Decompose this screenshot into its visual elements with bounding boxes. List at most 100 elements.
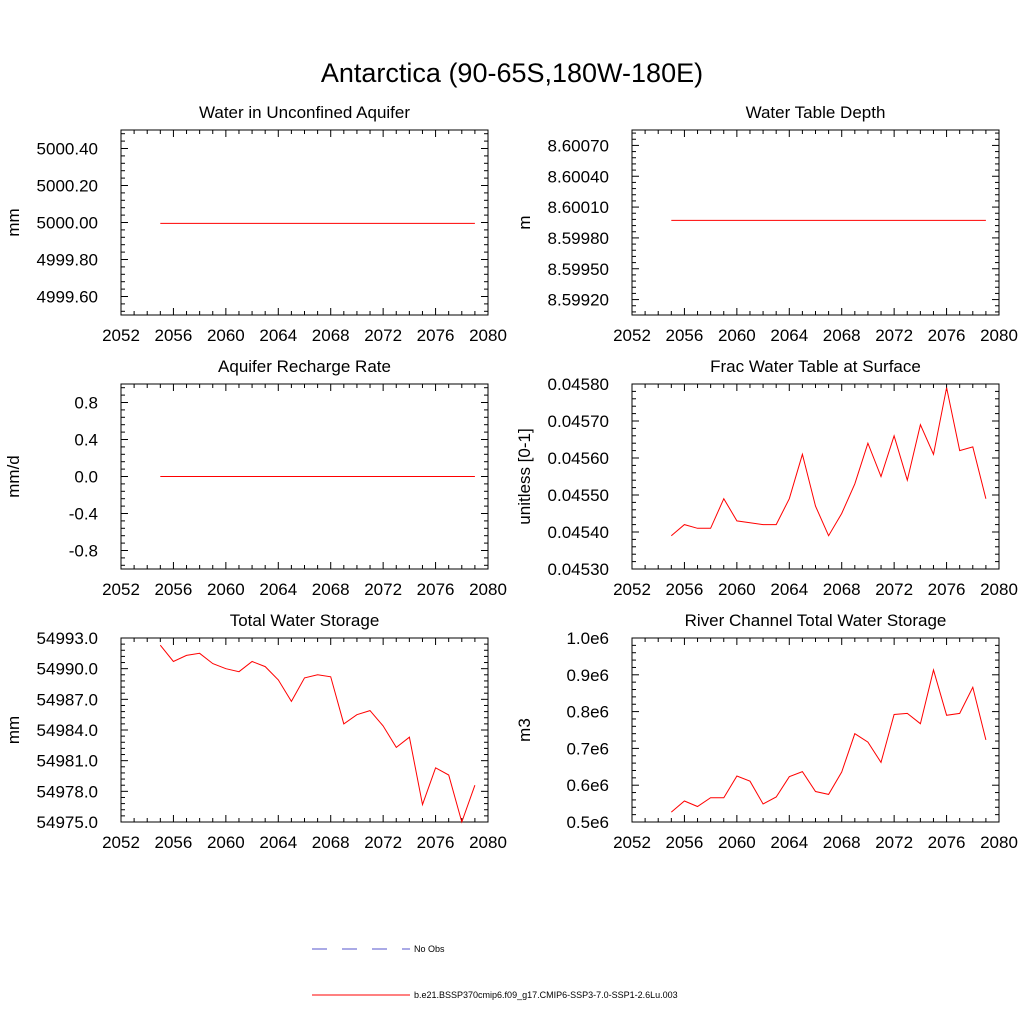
y-tick-label: 8.59980 bbox=[548, 229, 609, 248]
y-tick-label: 54987.0 bbox=[37, 690, 98, 709]
x-tick-label: 2056 bbox=[666, 326, 704, 345]
x-tick-label: 2060 bbox=[718, 833, 756, 852]
y-tick-label: 0.0 bbox=[74, 468, 98, 487]
x-tick-label: 2080 bbox=[980, 326, 1018, 345]
y-tick-label: 0.04550 bbox=[548, 486, 609, 505]
x-tick-label: 2056 bbox=[155, 326, 193, 345]
x-tick-label: 2076 bbox=[417, 833, 455, 852]
panel-title: Total Water Storage bbox=[230, 611, 380, 630]
y-tick-label: 54975.0 bbox=[37, 813, 98, 832]
y-tick-label: 8.59920 bbox=[548, 291, 609, 310]
x-tick-label: 2064 bbox=[259, 580, 297, 599]
x-tick-label: 2060 bbox=[207, 580, 245, 599]
plot-grid: Water in Unconfined Aquifer mm 2052 2056 206… bbox=[4, 103, 1018, 852]
y-tick-label: 8.59950 bbox=[548, 260, 609, 279]
x-tick-label: 2052 bbox=[613, 833, 651, 852]
y-tick-label: 1.0e6 bbox=[566, 629, 609, 648]
y-tick-label: -0.4 bbox=[69, 505, 98, 524]
plot-frame bbox=[631, 129, 1000, 316]
x-tick-label: 2056 bbox=[155, 580, 193, 599]
x-tick-label: 2064 bbox=[259, 326, 297, 345]
y-tick-label: -0.8 bbox=[69, 542, 98, 561]
panel-title: Aquifer Recharge Rate bbox=[218, 357, 391, 376]
x-tick-label: 2064 bbox=[770, 580, 808, 599]
x-tick-label: 2052 bbox=[613, 326, 651, 345]
y-tick-label: 54984.0 bbox=[37, 721, 98, 740]
plot-frame bbox=[631, 637, 1000, 823]
y-tick-label: 54981.0 bbox=[37, 752, 98, 771]
y-tick-label: 0.04560 bbox=[548, 449, 609, 468]
y-axis-label: mm bbox=[4, 208, 23, 236]
x-tick-label: 2080 bbox=[469, 326, 507, 345]
panel-title: Water in Unconfined Aquifer bbox=[199, 103, 410, 122]
x-tick-label: 2068 bbox=[312, 580, 350, 599]
y-tick-label: 54993.0 bbox=[37, 629, 98, 648]
y-axis-label: m bbox=[515, 215, 534, 229]
plot-frame bbox=[120, 637, 489, 823]
x-tick-label: 2060 bbox=[207, 833, 245, 852]
panel-title: River Channel Total Water Storage bbox=[685, 611, 947, 630]
x-tick-label: 2072 bbox=[364, 580, 402, 599]
x-tick-label: 2056 bbox=[666, 833, 704, 852]
plot-frame bbox=[631, 383, 1000, 570]
panel-water-table-depth: Water Table Depth m 2052 2056 2060 2064 2068 20… bbox=[515, 103, 1018, 345]
y-axis-label: unitless [0-1] bbox=[515, 428, 534, 524]
x-tick-label: 2060 bbox=[718, 580, 756, 599]
panel-frac-water-table: Frac Water Table at Surface unitless [0-1… bbox=[515, 357, 1018, 599]
y-tick-label: 0.7e6 bbox=[566, 739, 609, 758]
x-tick-label: 2076 bbox=[417, 580, 455, 599]
x-tick-label: 2076 bbox=[417, 326, 455, 345]
x-tick-label: 2080 bbox=[980, 833, 1018, 852]
y-tick-label: 8.60010 bbox=[548, 198, 609, 217]
panel-aquifer-water: Water in Unconfined Aquifer mm 2052 2056 206… bbox=[4, 103, 507, 345]
x-tick-label: 2056 bbox=[666, 580, 704, 599]
x-tick-label: 2052 bbox=[102, 580, 140, 599]
x-tick-label: 2072 bbox=[364, 833, 402, 852]
y-tick-label: 5000.40 bbox=[37, 140, 98, 159]
legend: No Obs b.e21.BSSP370cmip6.f09_g17.CMIP6-… bbox=[312, 944, 678, 1000]
x-tick-label: 2080 bbox=[469, 833, 507, 852]
y-tick-label: 54990.0 bbox=[37, 660, 98, 679]
series-line-0 bbox=[670, 387, 987, 537]
x-tick-label: 2068 bbox=[312, 326, 350, 345]
x-tick-label: 2068 bbox=[823, 833, 861, 852]
x-tick-label: 2056 bbox=[155, 833, 193, 852]
x-tick-label: 2064 bbox=[770, 326, 808, 345]
x-tick-label: 2072 bbox=[875, 833, 913, 852]
panel-title: Water Table Depth bbox=[746, 103, 886, 122]
x-tick-label: 2060 bbox=[718, 326, 756, 345]
y-tick-label: 0.6e6 bbox=[566, 776, 609, 795]
x-tick-label: 2052 bbox=[102, 833, 140, 852]
legend-label-run: b.e21.BSSP370cmip6.f09_g17.CMIP6-SSP3-7.… bbox=[414, 990, 678, 1000]
x-tick-label: 2068 bbox=[823, 326, 861, 345]
x-tick-label: 2080 bbox=[980, 580, 1018, 599]
x-tick-label: 2076 bbox=[928, 326, 966, 345]
x-tick-label: 2052 bbox=[102, 326, 140, 345]
y-axis-label: mm/d bbox=[4, 455, 23, 498]
x-tick-label: 2072 bbox=[364, 326, 402, 345]
y-tick-label: 0.8e6 bbox=[566, 703, 609, 722]
x-tick-label: 2076 bbox=[928, 580, 966, 599]
x-tick-label: 2052 bbox=[613, 580, 651, 599]
x-tick-label: 2076 bbox=[928, 833, 966, 852]
main-title: Antarctica (90-65S,180W-180E) bbox=[321, 58, 703, 88]
y-tick-label: 0.04530 bbox=[548, 560, 609, 579]
series-line-0 bbox=[670, 668, 987, 813]
y-tick-label: 4999.80 bbox=[37, 251, 98, 270]
y-axis-label: mm bbox=[4, 716, 23, 744]
y-tick-label: 5000.00 bbox=[37, 214, 98, 233]
y-axis-label: m3 bbox=[515, 718, 534, 742]
y-tick-label: 0.04540 bbox=[548, 523, 609, 542]
x-tick-label: 2060 bbox=[207, 326, 245, 345]
x-tick-label: 2064 bbox=[259, 833, 297, 852]
y-tick-label: 54978.0 bbox=[37, 782, 98, 801]
panel-recharge-rate: Aquifer Recharge Rate mm/d 2052 2056 2060 206… bbox=[4, 357, 507, 599]
y-tick-label: 8.60070 bbox=[548, 136, 609, 155]
y-tick-label: 5000.20 bbox=[37, 177, 98, 196]
panel-title: Frac Water Table at Surface bbox=[710, 357, 921, 376]
plot-frame bbox=[120, 129, 489, 316]
panel-total-water-storage: Total Water Storage mm 2052 2056 2060 2064 206… bbox=[4, 611, 507, 852]
y-tick-label: 8.60040 bbox=[548, 167, 609, 186]
y-tick-label: 0.04570 bbox=[548, 412, 609, 431]
y-tick-label: 0.9e6 bbox=[566, 666, 609, 685]
